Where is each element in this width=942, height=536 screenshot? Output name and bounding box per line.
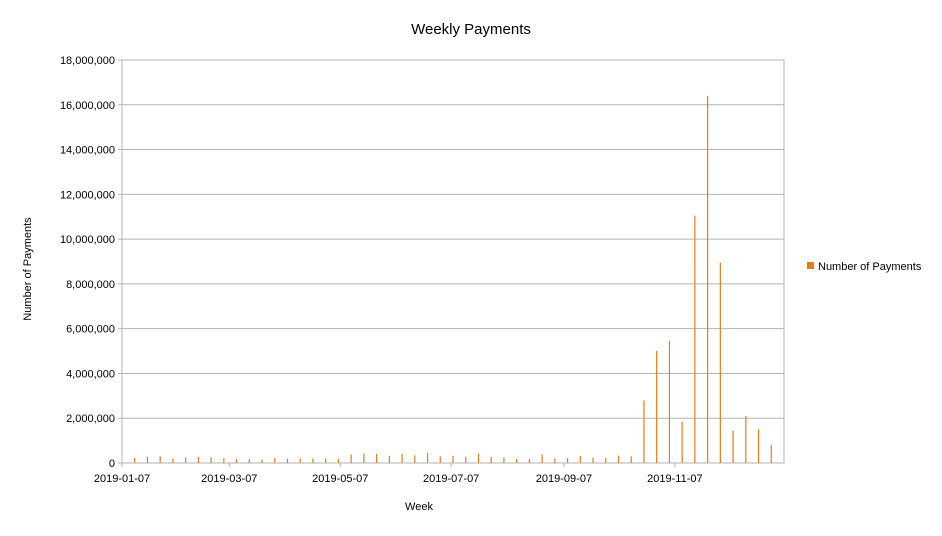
bar (376, 453, 378, 463)
bar (235, 458, 238, 463)
bar (363, 453, 365, 463)
bar (528, 458, 530, 463)
bar (439, 456, 441, 463)
bar (197, 456, 199, 463)
bar (503, 457, 505, 463)
bar (694, 215, 696, 463)
y-tick-label: 14,000,000 (60, 145, 115, 157)
bar (172, 458, 174, 463)
bar (337, 458, 340, 463)
legend-swatch (807, 262, 814, 269)
y-axis-label: Number of Payments (22, 217, 34, 321)
y-tick-label: 0 (109, 458, 115, 470)
bar (566, 458, 569, 463)
x-tick-label: 2019-09-07 (536, 473, 592, 485)
y-tick-label: 8,000,000 (66, 279, 115, 291)
bar (732, 430, 734, 463)
bar (554, 458, 556, 463)
x-tick-label: 2019-05-07 (312, 473, 368, 485)
y-gridlines (122, 59, 784, 464)
bar (350, 454, 352, 463)
bar (414, 455, 416, 463)
bar (707, 95, 709, 464)
bar (261, 459, 263, 463)
bar (770, 445, 772, 463)
bar (541, 454, 543, 463)
legend: Number of Payments (807, 261, 922, 273)
legend-label: Number of Payments (818, 261, 922, 273)
y-tick-label: 16,000,000 (60, 100, 115, 112)
x-tick-label: 2019-07-07 (423, 473, 479, 485)
bar (579, 455, 581, 463)
bar (719, 262, 721, 463)
bar (274, 458, 276, 463)
bar-series-number-of-payments (134, 95, 772, 464)
bar (286, 458, 289, 463)
bar (146, 456, 149, 463)
bar (643, 400, 645, 463)
y-axis-tick-labels: 0 2,000,000 4,000,000 6,000,000 8,000,000 10,… (60, 55, 122, 470)
y-tick-label: 18,000,000 (60, 55, 115, 67)
y-tick-label: 12,000,000 (60, 189, 115, 201)
bar (426, 452, 429, 463)
x-tick-label: 2019-03-07 (201, 473, 257, 485)
y-tick-label: 6,000,000 (66, 324, 115, 336)
bar (477, 453, 480, 463)
x-tick-label: 2019-01-07 (94, 473, 150, 485)
bar (516, 458, 518, 463)
bar (134, 457, 136, 463)
bar (312, 458, 314, 463)
bar (325, 458, 327, 463)
bar (452, 455, 454, 463)
bar (210, 457, 212, 463)
y-tick-label: 2,000,000 (66, 413, 115, 425)
bar (159, 456, 161, 463)
bar (681, 421, 683, 463)
bar (401, 453, 403, 463)
bar (668, 340, 671, 463)
x-axis-tick-labels: 2019-01-07 2019-03-07 2019-05-07 2019-07-07… (94, 463, 703, 485)
bar (617, 455, 620, 463)
bar (490, 456, 492, 463)
bar (757, 429, 760, 463)
bar (299, 458, 301, 463)
bar (185, 457, 187, 463)
x-axis-label: Week (405, 501, 433, 513)
bar (388, 455, 390, 463)
bar (605, 457, 607, 463)
chart-title: Weekly Payments (411, 21, 531, 38)
bar (592, 457, 594, 463)
y-tick-label: 4,000,000 (66, 368, 115, 380)
bar (465, 456, 467, 463)
bar (223, 458, 225, 463)
bar (745, 415, 747, 463)
x-tick-label: 2019-11-07 (647, 473, 702, 485)
bar (248, 459, 250, 463)
bar (656, 351, 658, 463)
bar (630, 456, 632, 463)
plot-area-border (121, 59, 785, 464)
y-tick-label: 10,000,000 (60, 234, 115, 246)
